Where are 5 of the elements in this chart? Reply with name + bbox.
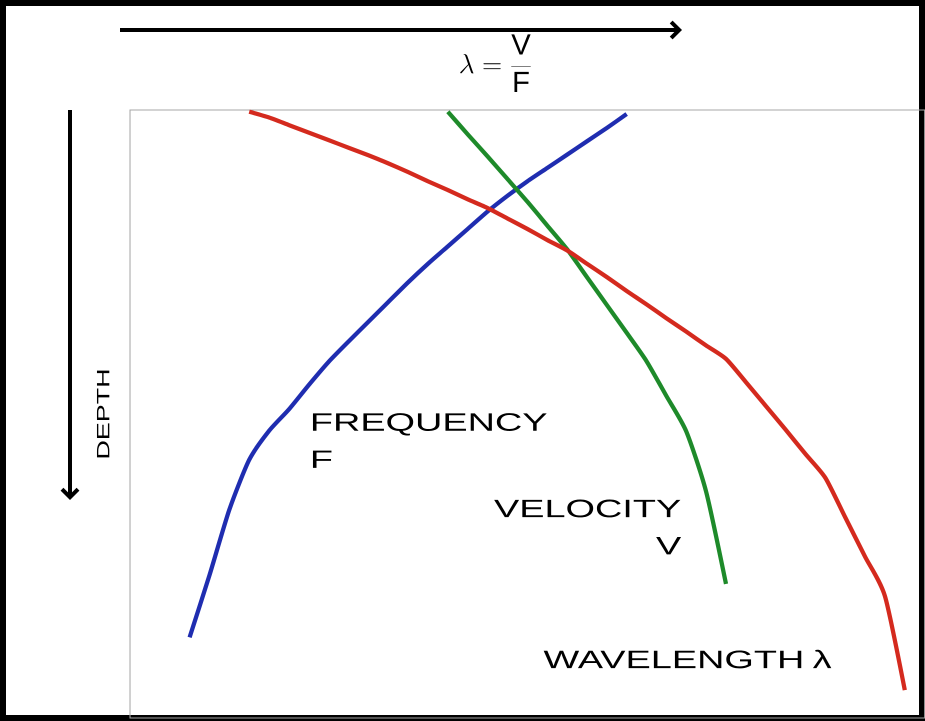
text: WAVELENGTH λ [544,650,832,668]
series-label: VELOCITY V [494,500,682,554]
chart-title: $\lambda = \frac{\mathrm{V}}{\mathrm{F}}$ [460,34,531,92]
y-axis-title: DEPTH [96,370,110,458]
series-label: FREQUENCY F [312,413,547,468]
